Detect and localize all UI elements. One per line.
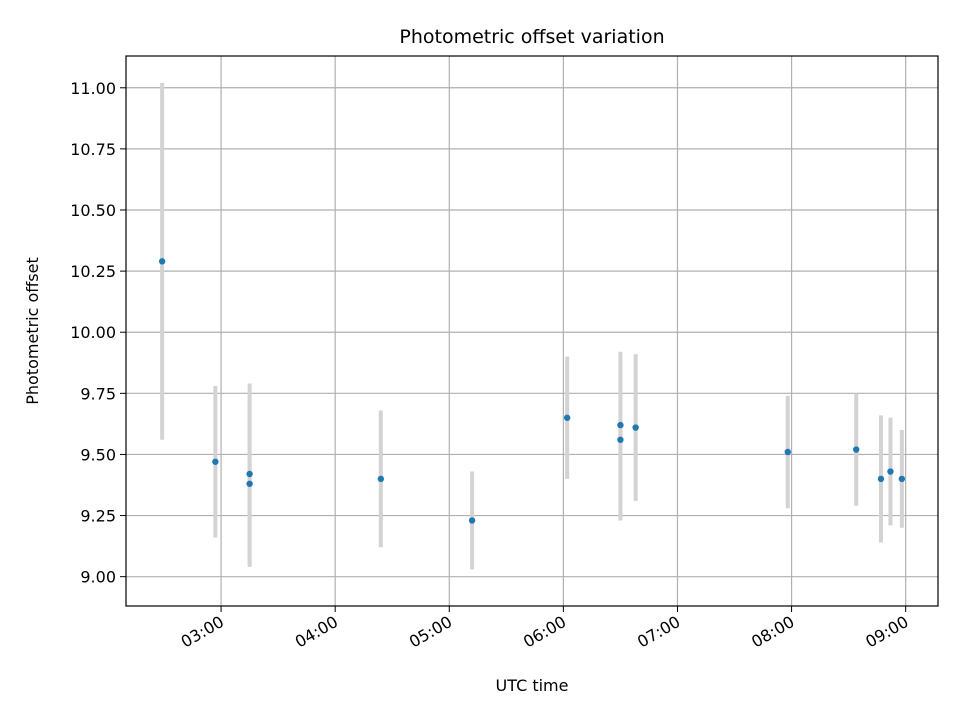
data-points <box>158 258 906 524</box>
data-point <box>887 468 894 475</box>
data-point <box>853 446 860 453</box>
data-point <box>617 421 624 429</box>
data-point <box>212 458 219 465</box>
y-tick-label: 10.75 <box>70 140 116 159</box>
grid <box>126 56 938 606</box>
data-point <box>468 517 476 524</box>
data-point <box>617 436 624 443</box>
data-point <box>898 475 906 483</box>
data-point <box>158 258 166 265</box>
y-tick-label: 9.25 <box>80 507 116 526</box>
y-tick-label: 9.50 <box>80 445 116 464</box>
y-tick-label: 10.25 <box>70 262 116 281</box>
y-axis-label: Photometric offset <box>23 257 42 405</box>
data-point <box>563 414 571 421</box>
data-point <box>377 475 385 483</box>
data-point <box>246 470 253 478</box>
data-point <box>246 480 253 487</box>
y-tick-label: 9.00 <box>80 568 116 587</box>
x-axis-label: UTC time <box>496 676 569 695</box>
data-point <box>632 424 639 431</box>
plot-frame <box>125 55 939 607</box>
data-point <box>877 475 885 483</box>
y-tick-label: 10.00 <box>70 323 116 342</box>
data-point <box>784 448 791 456</box>
y-tick-label: 10.50 <box>70 201 116 220</box>
y-tick-label: 9.75 <box>80 384 116 403</box>
y-tick-label: 11.00 <box>70 79 116 98</box>
y-axis-ticks: 9.00 9.25 9.50 9.75 10.00 10.25 10.50 10.75 11.0… <box>70 79 126 587</box>
chart-title: Photometric offset variation <box>399 26 664 48</box>
